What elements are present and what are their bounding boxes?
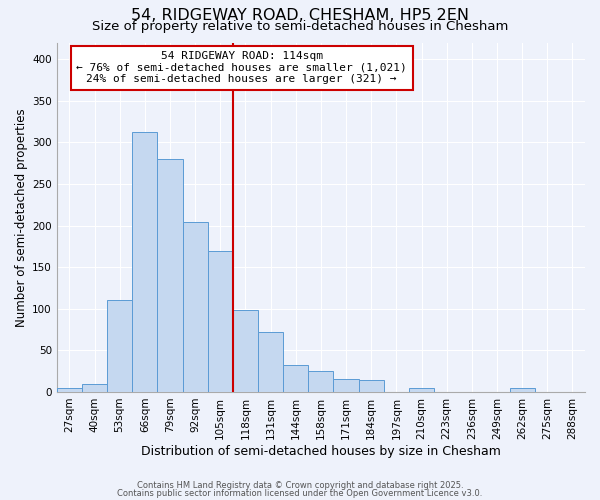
Bar bbox=[308, 371, 334, 392]
Text: Contains HM Land Registry data © Crown copyright and database right 2025.: Contains HM Land Registry data © Crown c… bbox=[137, 481, 463, 490]
Bar bbox=[57, 388, 82, 392]
X-axis label: Distribution of semi-detached houses by size in Chesham: Distribution of semi-detached houses by … bbox=[141, 444, 501, 458]
Bar bbox=[132, 132, 157, 392]
Bar bbox=[509, 388, 535, 392]
Text: 54, RIDGEWAY ROAD, CHESHAM, HP5 2EN: 54, RIDGEWAY ROAD, CHESHAM, HP5 2EN bbox=[131, 8, 469, 22]
Y-axis label: Number of semi-detached properties: Number of semi-detached properties bbox=[15, 108, 28, 326]
Bar bbox=[359, 380, 384, 392]
Bar bbox=[157, 159, 182, 392]
Bar bbox=[182, 222, 208, 392]
Text: Contains public sector information licensed under the Open Government Licence v3: Contains public sector information licen… bbox=[118, 489, 482, 498]
Bar bbox=[107, 300, 132, 392]
Text: 54 RIDGEWAY ROAD: 114sqm
← 76% of semi-detached houses are smaller (1,021)
24% o: 54 RIDGEWAY ROAD: 114sqm ← 76% of semi-d… bbox=[76, 51, 407, 84]
Bar bbox=[409, 388, 434, 392]
Bar bbox=[334, 380, 359, 392]
Bar bbox=[82, 384, 107, 392]
Text: Size of property relative to semi-detached houses in Chesham: Size of property relative to semi-detach… bbox=[92, 20, 508, 33]
Bar bbox=[208, 250, 233, 392]
Bar bbox=[233, 310, 258, 392]
Bar bbox=[258, 332, 283, 392]
Bar bbox=[283, 364, 308, 392]
